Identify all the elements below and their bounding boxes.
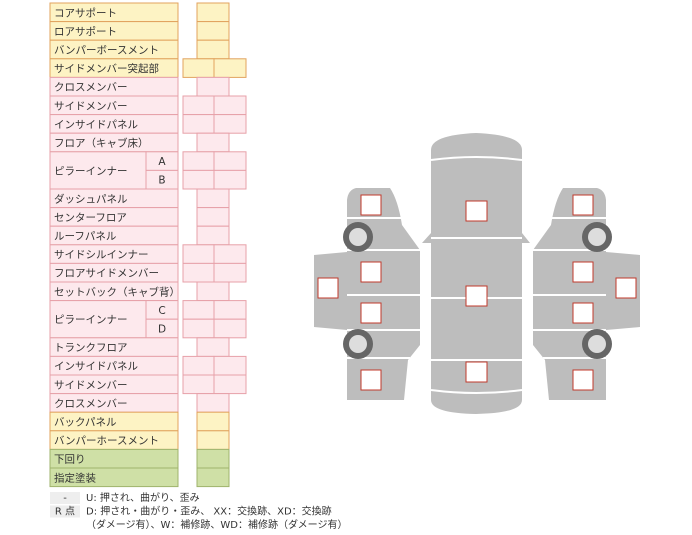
row-label: サイドシルインナー bbox=[54, 249, 149, 261]
row-label: サイドメンバー bbox=[54, 379, 128, 391]
legend-text: D: 押され・曲がり・歪み、 XX：交換跡、XD：交換跡 bbox=[86, 505, 332, 518]
row-label: クロスメンバー bbox=[54, 398, 128, 410]
row-label: バンパーボースメント bbox=[54, 45, 159, 57]
check-cell[interactable] bbox=[213, 244, 247, 264]
check-cell[interactable] bbox=[196, 337, 230, 357]
check-cell[interactable] bbox=[196, 448, 230, 469]
check-cell[interactable] bbox=[213, 95, 247, 116]
row-label: 指定塗装 bbox=[54, 471, 96, 484]
check-boxes[interactable] bbox=[317, 194, 637, 391]
row-label: インサイドパネル bbox=[54, 361, 138, 373]
sub-label: A bbox=[158, 156, 166, 168]
check-cell[interactable] bbox=[196, 225, 230, 246]
row-label: 下回り bbox=[54, 454, 86, 466]
row-label: ダッシュパネル bbox=[54, 192, 128, 205]
check-cell[interactable] bbox=[196, 132, 230, 153]
row-label: フロアサイドメンバー bbox=[54, 268, 159, 280]
check-cell[interactable] bbox=[213, 262, 247, 283]
check-cell[interactable] bbox=[182, 95, 215, 116]
check-cell[interactable] bbox=[182, 318, 215, 339]
legend-key: - bbox=[63, 493, 67, 504]
row-label: ロアサポート bbox=[54, 26, 117, 38]
wheels bbox=[343, 222, 612, 359]
check-cell[interactable] bbox=[182, 300, 215, 320]
check-cell[interactable] bbox=[196, 188, 230, 209]
check-cell[interactable] bbox=[196, 76, 230, 97]
check-cell[interactable] bbox=[182, 262, 215, 283]
check-cell[interactable] bbox=[182, 151, 215, 171]
row-label: インサイドパネル bbox=[54, 119, 138, 131]
check-cell[interactable] bbox=[213, 169, 247, 190]
check-cell[interactable] bbox=[196, 281, 230, 302]
legend-key-box bbox=[50, 505, 80, 518]
legend-text: U: 押され、曲がり、歪み bbox=[86, 491, 200, 504]
check-cell[interactable] bbox=[213, 58, 247, 78]
check-cell[interactable] bbox=[196, 430, 230, 450]
check-cell[interactable] bbox=[213, 300, 247, 320]
sub-label: C bbox=[158, 305, 165, 317]
car-diagram bbox=[314, 133, 640, 414]
check-cell[interactable] bbox=[182, 169, 215, 190]
row-label: センターフロア bbox=[54, 212, 127, 224]
check-cell[interactable] bbox=[182, 355, 215, 376]
check-cell[interactable] bbox=[213, 151, 247, 171]
row-label: サイドメンバー bbox=[54, 100, 128, 112]
check-cell[interactable] bbox=[182, 374, 215, 395]
legend-text: （ダメージ有）、W：補修跡、WD：補修跡（ダメージ有） bbox=[86, 518, 347, 531]
check-cell[interactable] bbox=[182, 244, 215, 264]
check-cell[interactable] bbox=[213, 114, 247, 134]
legend-key: R 点 bbox=[55, 506, 75, 518]
check-cell[interactable] bbox=[182, 114, 215, 134]
check-cell[interactable] bbox=[182, 58, 215, 78]
damage-table: コアサポートロアサポートバンパーボースメントサイドメンバー突起部クロスメンバーサ… bbox=[49, 2, 247, 488]
check-cell[interactable] bbox=[196, 21, 230, 41]
sub-label: D bbox=[158, 324, 166, 336]
row-label: バンパーホースメント bbox=[54, 435, 159, 447]
row-label: ピラーインナー bbox=[54, 165, 128, 177]
check-cell[interactable] bbox=[196, 207, 230, 227]
row-label: ピラーインナー bbox=[54, 314, 128, 326]
row-label: コアサポート bbox=[54, 7, 117, 19]
legend-key-box bbox=[50, 492, 80, 504]
row-label: トランクフロア bbox=[54, 342, 128, 354]
row-label: サイドメンバー突起部 bbox=[54, 62, 159, 75]
check-cell[interactable] bbox=[213, 318, 247, 339]
row-label: フロア（キャブ床） bbox=[54, 137, 149, 150]
legend: - U: 押され、曲がり、歪み R 点 D: 押され・曲がり・歪み、 XX：交換跡、X… bbox=[50, 491, 347, 531]
body-top bbox=[422, 133, 530, 414]
row-label: クロスメンバー bbox=[54, 82, 128, 94]
check-cell[interactable] bbox=[196, 39, 230, 60]
check-cell[interactable] bbox=[213, 374, 247, 395]
check-cell[interactable] bbox=[196, 393, 230, 413]
check-cell[interactable] bbox=[196, 2, 230, 23]
row-label: バックパネル bbox=[54, 417, 116, 429]
row-label: ルーフパネル bbox=[54, 231, 116, 243]
label-cell bbox=[49, 467, 179, 488]
check-cell[interactable] bbox=[196, 467, 230, 488]
sub-label: B bbox=[158, 175, 165, 187]
check-cell[interactable] bbox=[213, 355, 247, 376]
check-cell[interactable] bbox=[196, 411, 230, 432]
row-label: セットバック（キャブ背） bbox=[54, 285, 180, 298]
